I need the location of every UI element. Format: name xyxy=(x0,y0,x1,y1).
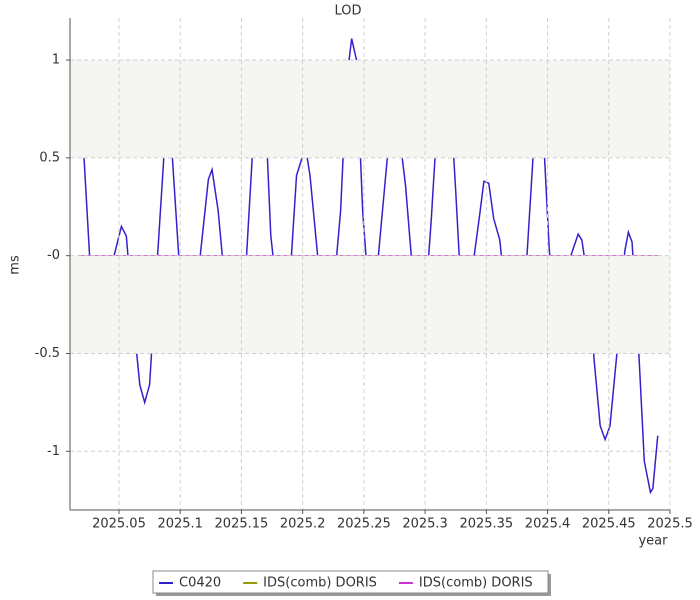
band xyxy=(70,60,670,158)
x-tick-label: 2025.2 xyxy=(280,517,326,532)
y-tick-label: -1 xyxy=(47,444,60,459)
x-tick-label: 2025.35 xyxy=(459,517,513,532)
legend-label: IDS(comb) DORIS xyxy=(263,576,377,591)
x-tick-label: 2025.15 xyxy=(215,517,269,532)
y-tick-label: 0.5 xyxy=(39,150,60,165)
y-tick-label: -0.5 xyxy=(35,346,60,361)
x-tick-label: 2025.4 xyxy=(525,517,571,532)
band xyxy=(70,255,670,354)
legend-box xyxy=(152,570,549,594)
legend-label: IDS(comb) DORIS xyxy=(419,576,533,591)
x-tick-label: 2025.45 xyxy=(582,517,636,532)
legend-label: C0420 xyxy=(179,576,221,591)
x-axis-label: year xyxy=(638,534,668,549)
y-tick-label: 1 xyxy=(52,53,60,68)
chart-title: LOD xyxy=(334,4,361,19)
x-tick-label: 2025.5 xyxy=(647,517,693,532)
x-tick-label: 2025.25 xyxy=(337,517,391,532)
x-tick-label: 2025.05 xyxy=(92,517,146,532)
y-axis-label: ms xyxy=(8,255,23,275)
y-tick-label: -0 xyxy=(47,248,60,263)
x-tick-label: 2025.1 xyxy=(157,517,203,532)
x-tick-label: 2025.3 xyxy=(402,517,448,532)
